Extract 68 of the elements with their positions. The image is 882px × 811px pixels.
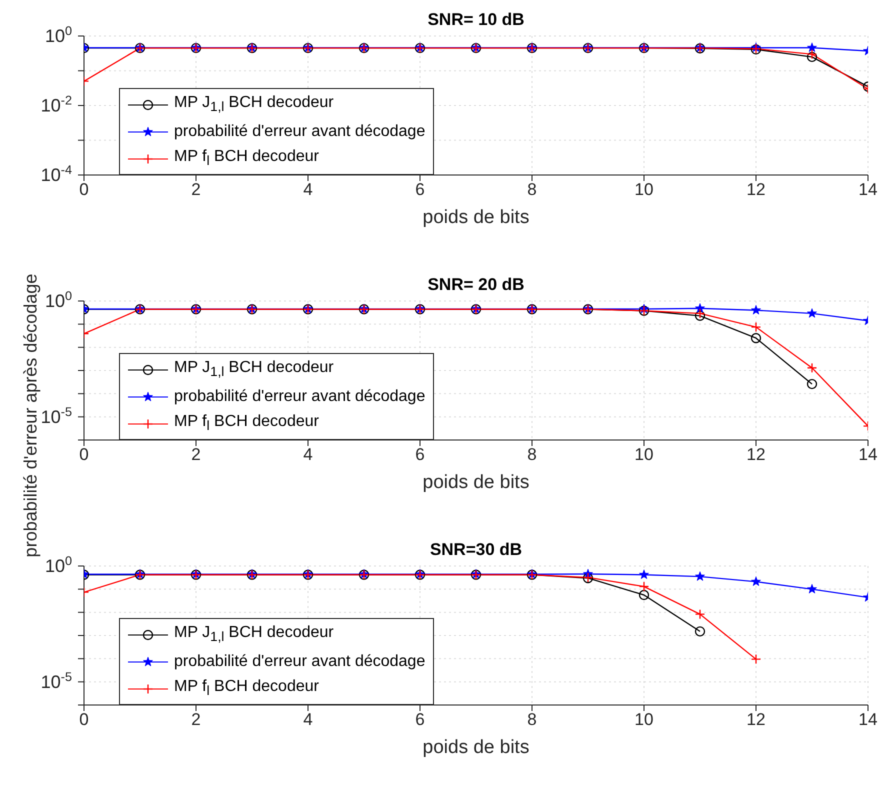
x-tick-label: 8 [527, 445, 537, 464]
x-tick-label: 6 [415, 710, 425, 730]
x-tick-label: 10 [634, 710, 654, 730]
point [807, 42, 817, 52]
x-tick-label: 12 [746, 445, 766, 464]
point [750, 333, 762, 344]
point [806, 362, 818, 373]
point [750, 322, 762, 332]
point [638, 581, 650, 592]
point [695, 571, 705, 581]
x-tick-label: 4 [303, 445, 313, 464]
x-tick-label: 2 [191, 710, 201, 730]
point [806, 378, 818, 390]
x-tick-label: 12 [746, 710, 766, 730]
legend-label: MP J$_{1,l}$ BCH decodeur [174, 624, 334, 645]
y-axis-title: probabilité d'erreur après décodage [20, 274, 40, 558]
point [695, 303, 705, 313]
point [694, 308, 706, 319]
x-tick-label: 10 [634, 445, 654, 464]
point [807, 584, 817, 594]
legend-label: MP J$_{1,l}$ BCH decodeur [174, 359, 334, 380]
legend-label: probabilité d'erreur avant décodage [174, 652, 426, 670]
x-tick-label: 8 [527, 180, 537, 200]
x-tick-label: 8 [527, 710, 537, 730]
x-axis-title: poids de bits [422, 207, 530, 228]
point [694, 609, 706, 620]
x-tick-label: 0 [79, 445, 89, 464]
point [750, 654, 762, 664]
point [751, 576, 761, 586]
x-tick-label: 4 [303, 710, 313, 730]
x-tick-label: 14 [858, 180, 878, 200]
x-tick-label: 6 [415, 180, 425, 200]
x-tick-label: 2 [191, 445, 201, 464]
point [751, 305, 761, 314]
y-tick-label: 10$^{0}$ [44, 289, 72, 311]
y-tick-label: 10$^{0}$ [44, 24, 72, 46]
y-tick-label: 10$^{-4}$ [40, 163, 72, 185]
point [694, 310, 706, 321]
point [694, 626, 706, 637]
y-tick-label: 10$^{-5}$ [40, 670, 72, 692]
x-tick-label: 4 [303, 180, 313, 200]
y-tick-label: 10$^{0}$ [44, 554, 72, 576]
x-tick-label: 14 [858, 710, 878, 730]
point [806, 49, 818, 60]
x-tick-label: 14 [858, 445, 878, 464]
x-axis-title: poids de bits [422, 472, 530, 493]
x-tick-label: 0 [79, 180, 89, 200]
x-axis-title: poids de bits [422, 737, 530, 758]
point [638, 590, 650, 600]
chart-title: SNR= 20 dB [428, 275, 524, 294]
legend-label: MP f$_{l}$ BCH decodeur [174, 413, 319, 434]
x-tick-label: 12 [746, 180, 766, 200]
chart-title: SNR= 10 dB [428, 10, 524, 29]
legend-label: probabilité d'erreur avant décodage [174, 122, 426, 140]
point [639, 570, 649, 579]
chart-title: SNR=30 dB [430, 540, 522, 559]
legend-label: MP f$_{l}$ BCH decodeur [174, 678, 319, 699]
x-tick-label: 6 [415, 445, 425, 464]
point [806, 52, 818, 62]
legend-label: MP f$_{l}$ BCH decodeur [174, 148, 319, 169]
y-tick-label: 10$^{-5}$ [40, 404, 72, 427]
legend-label: MP J$_{1,l}$ BCH decodeur [174, 94, 334, 115]
legend-label: probabilité d'erreur avant décodage [174, 388, 426, 406]
x-tick-label: 0 [79, 710, 89, 730]
x-tick-label: 2 [191, 180, 201, 200]
point [807, 308, 817, 318]
y-tick-label: 10$^{-2}$ [40, 94, 72, 116]
x-tick-label: 10 [634, 180, 654, 200]
